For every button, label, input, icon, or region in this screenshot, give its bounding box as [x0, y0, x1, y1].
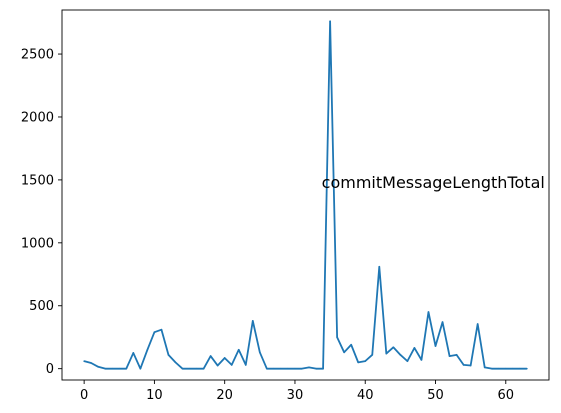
data-point — [308, 367, 310, 369]
data-point — [147, 349, 149, 351]
data-point — [477, 323, 479, 325]
data-point — [245, 364, 247, 366]
data-point — [175, 362, 177, 364]
data-point — [456, 354, 458, 356]
data-point — [133, 352, 135, 354]
data-point — [322, 368, 324, 370]
data-point — [400, 354, 402, 356]
data-point — [505, 368, 507, 370]
data-point — [484, 367, 486, 369]
data-point — [526, 368, 528, 370]
data-point — [287, 368, 289, 370]
data-point — [224, 357, 226, 359]
data-point — [118, 368, 120, 370]
data-point — [140, 368, 142, 370]
y-tick-label: 500 — [29, 299, 54, 314]
data-point — [463, 364, 465, 366]
x-axis: 0 10 20 30 40 50 60 — [80, 380, 514, 403]
data-point — [378, 266, 380, 268]
data-point — [414, 347, 416, 349]
data-point — [393, 346, 395, 348]
y-tick-label: 2500 — [21, 48, 54, 63]
x-tick-label: 50 — [427, 388, 444, 403]
data-point — [210, 355, 212, 357]
plot-frame — [62, 10, 549, 380]
data-point — [512, 368, 514, 370]
data-point — [259, 352, 261, 354]
data-point — [280, 368, 282, 370]
plot-area — [83, 21, 527, 370]
data-point — [196, 368, 198, 370]
data-point — [435, 345, 437, 347]
data-point — [301, 368, 303, 370]
data-point — [350, 344, 352, 346]
data-point — [491, 368, 493, 370]
y-tick-label: 2000 — [21, 110, 54, 125]
data-point — [364, 360, 366, 362]
x-tick-label: 20 — [216, 388, 233, 403]
y-tick-label: 1000 — [21, 236, 54, 251]
data-point — [407, 360, 409, 362]
data-point — [371, 354, 373, 356]
data-point — [315, 368, 317, 370]
data-point — [83, 360, 85, 362]
data-point — [238, 349, 240, 351]
data-point — [182, 368, 184, 370]
data-point — [498, 368, 500, 370]
data-point — [273, 368, 275, 370]
data-point — [343, 352, 345, 354]
x-tick-label: 0 — [80, 388, 88, 403]
x-tick-label: 40 — [357, 388, 374, 403]
data-point — [294, 368, 296, 370]
data-point — [470, 365, 472, 367]
data-point — [203, 368, 205, 370]
data-point — [231, 364, 233, 366]
data-point — [357, 362, 359, 364]
x-tick-label: 60 — [498, 388, 515, 403]
data-point — [442, 321, 444, 323]
data-point — [449, 355, 451, 357]
data-point — [252, 320, 254, 322]
data-point — [104, 368, 106, 370]
data-point — [126, 368, 128, 370]
y-axis: 0 500 1000 1500 2000 2500 — [21, 48, 62, 378]
series-annotation: commitMessageLengthTotal — [322, 173, 545, 192]
data-point — [336, 336, 338, 338]
y-tick-label: 0 — [46, 362, 54, 377]
series-line — [84, 21, 527, 368]
x-tick-label: 30 — [287, 388, 304, 403]
data-point — [386, 353, 388, 355]
data-point — [189, 368, 191, 370]
x-tick-label: 10 — [146, 388, 163, 403]
data-point — [519, 368, 521, 370]
y-tick-label: 1500 — [21, 173, 54, 188]
data-point — [428, 311, 430, 313]
data-point — [168, 354, 170, 356]
data-point — [217, 365, 219, 367]
data-point — [421, 359, 423, 361]
data-point — [329, 21, 331, 23]
data-point — [161, 329, 163, 331]
data-point — [266, 368, 268, 370]
data-point — [154, 331, 156, 333]
data-point — [97, 366, 99, 368]
data-point — [111, 368, 113, 370]
data-point — [90, 362, 92, 364]
